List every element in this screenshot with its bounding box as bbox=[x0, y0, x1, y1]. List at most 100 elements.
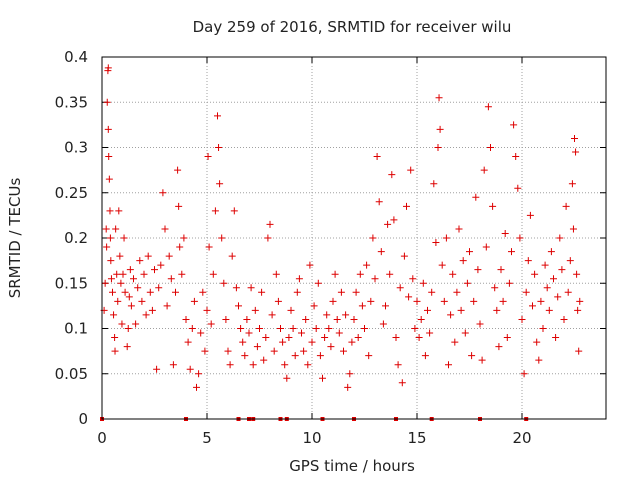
data-point bbox=[180, 234, 188, 242]
data-point bbox=[466, 248, 473, 256]
data-point bbox=[512, 153, 520, 161]
data-point bbox=[112, 225, 120, 233]
data-point bbox=[109, 288, 116, 296]
y-tick-label: 0.15 bbox=[55, 274, 88, 292]
data-point bbox=[335, 329, 343, 337]
data-point bbox=[361, 325, 368, 332]
data-point bbox=[237, 325, 245, 332]
data-point bbox=[304, 361, 312, 369]
data-point bbox=[539, 325, 547, 332]
x-tick-label: 0 bbox=[97, 429, 107, 447]
data-point bbox=[115, 207, 123, 215]
data-point bbox=[232, 284, 240, 292]
y-axis-label: SRMTID / TECUs bbox=[6, 178, 24, 299]
data-point bbox=[529, 302, 536, 310]
data-point bbox=[457, 306, 465, 314]
data-point bbox=[188, 325, 196, 332]
data-point bbox=[249, 361, 257, 369]
data-point bbox=[130, 275, 137, 283]
data-point bbox=[440, 297, 448, 305]
data-point bbox=[518, 315, 526, 323]
data-point bbox=[392, 334, 400, 342]
data-point bbox=[421, 352, 429, 360]
data-point bbox=[390, 216, 398, 224]
data-point bbox=[520, 370, 528, 378]
data-point bbox=[356, 270, 364, 278]
data-point bbox=[455, 225, 463, 233]
data-point bbox=[215, 144, 223, 151]
data-point bbox=[438, 261, 446, 269]
data-point bbox=[316, 352, 324, 360]
data-point bbox=[184, 338, 192, 346]
grid bbox=[102, 57, 606, 419]
data-point bbox=[102, 225, 110, 233]
data-point bbox=[178, 270, 186, 278]
data-point bbox=[535, 356, 543, 364]
data-point bbox=[484, 103, 492, 111]
data-point bbox=[489, 202, 497, 210]
data-point bbox=[531, 270, 539, 278]
data-point bbox=[159, 189, 167, 197]
data-point bbox=[190, 297, 198, 305]
data-point bbox=[371, 275, 379, 283]
data-point bbox=[287, 306, 295, 314]
y-tick-label: 0 bbox=[78, 410, 88, 428]
data-point bbox=[186, 365, 194, 373]
y-tick-label: 0.3 bbox=[64, 139, 88, 157]
data-point bbox=[300, 347, 308, 355]
data-point bbox=[245, 329, 253, 337]
data-point bbox=[575, 347, 583, 355]
data-point bbox=[302, 315, 310, 323]
data-point bbox=[241, 352, 249, 360]
data-point bbox=[235, 302, 242, 310]
data-point bbox=[350, 315, 358, 323]
data-point bbox=[291, 352, 299, 360]
data-point bbox=[176, 243, 184, 251]
data-point bbox=[419, 279, 427, 287]
data-point bbox=[493, 306, 501, 314]
data-point bbox=[140, 270, 148, 278]
data-point bbox=[384, 220, 392, 228]
y-tick-label: 0.05 bbox=[55, 365, 88, 383]
data-point bbox=[329, 297, 337, 305]
chart-title: Day 259 of 2016, SRMTID for receiver wil… bbox=[193, 18, 512, 36]
data-point bbox=[461, 329, 469, 337]
data-point bbox=[526, 211, 534, 219]
data-point bbox=[207, 320, 215, 328]
data-point bbox=[107, 275, 115, 283]
data-point bbox=[325, 325, 333, 332]
data-point bbox=[453, 288, 461, 296]
data-point bbox=[105, 175, 113, 183]
data-point bbox=[203, 306, 211, 314]
data-point bbox=[119, 270, 127, 278]
data-point bbox=[279, 338, 287, 346]
data-point bbox=[295, 275, 303, 283]
data-point bbox=[266, 220, 274, 228]
data-point bbox=[537, 297, 545, 305]
data-point bbox=[522, 288, 530, 296]
data-point bbox=[516, 234, 524, 242]
y-tick-label: 0.2 bbox=[64, 229, 88, 247]
data-point bbox=[124, 325, 132, 332]
data-point bbox=[310, 302, 318, 310]
data-point bbox=[558, 266, 566, 274]
data-point bbox=[514, 184, 522, 192]
x-tick-label: 10 bbox=[302, 429, 321, 447]
data-point bbox=[508, 248, 515, 256]
data-point bbox=[136, 257, 144, 265]
data-point bbox=[222, 315, 230, 323]
data-point bbox=[113, 270, 121, 278]
data-point bbox=[226, 361, 234, 369]
data-point bbox=[340, 347, 347, 355]
data-point bbox=[470, 297, 478, 305]
data-point bbox=[331, 270, 339, 278]
data-point bbox=[243, 315, 251, 323]
data-point bbox=[382, 302, 389, 310]
data-point bbox=[142, 311, 150, 319]
data-point bbox=[182, 315, 190, 323]
data-point bbox=[358, 302, 366, 310]
data-point bbox=[487, 144, 494, 151]
data-point bbox=[564, 288, 572, 296]
data-point bbox=[386, 270, 394, 278]
data-point bbox=[151, 266, 158, 274]
